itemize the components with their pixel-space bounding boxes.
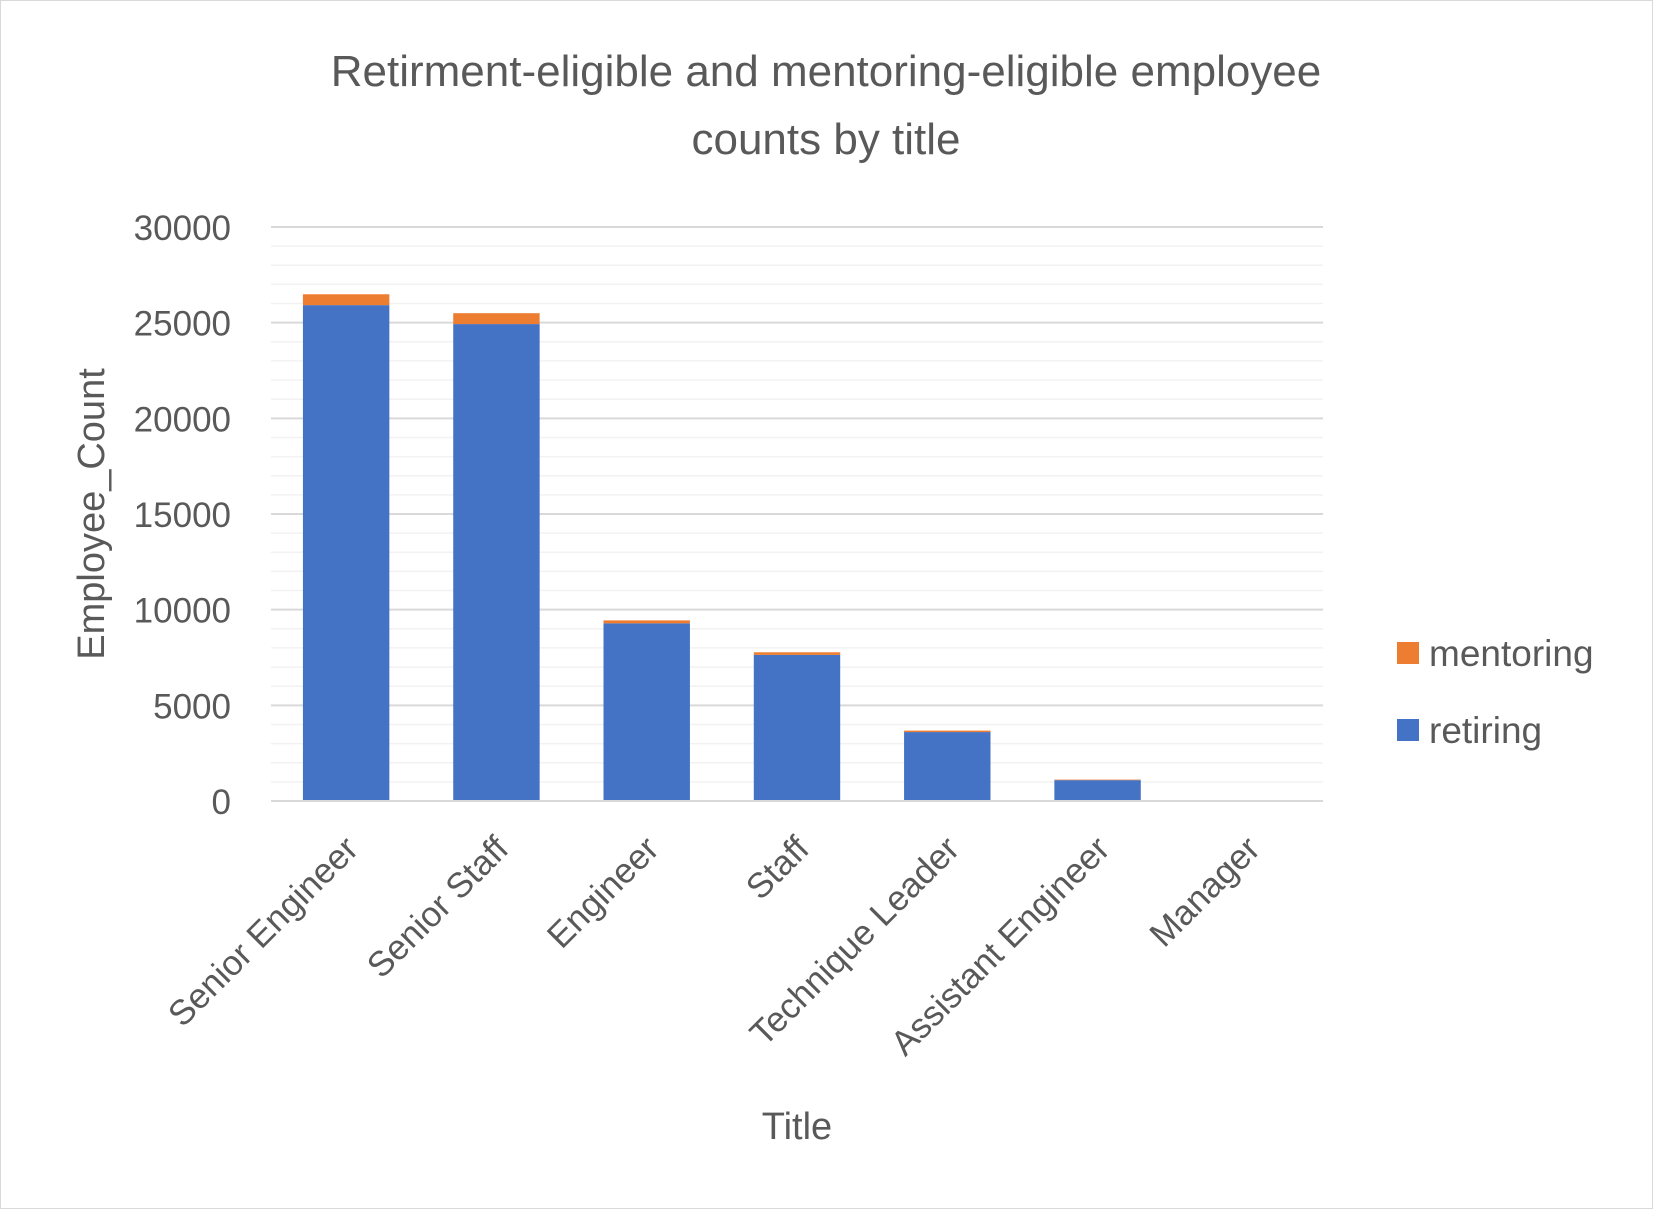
y-tick-label: 30000	[134, 209, 231, 248]
x-tick-label: Staff	[739, 829, 817, 907]
bar-retiring	[604, 623, 690, 801]
bar-mentoring	[453, 313, 539, 324]
y-tick-label: 15000	[134, 496, 231, 535]
y-axis-tick-labels: 0 5000 10000 15000 20000 25000 30000	[134, 209, 231, 822]
chart-title-line-2: counts by title	[691, 115, 960, 164]
bar-mentoring	[904, 731, 990, 732]
y-tick-label: 25000	[134, 305, 231, 344]
legend-label-mentoring: mentoring	[1429, 633, 1594, 674]
y-tick-label: 10000	[134, 592, 231, 631]
x-tick-label: Senior Engineer	[161, 829, 366, 1034]
y-tick-label: 0	[212, 783, 231, 822]
chart-title-line-1: Retirment-eligible and mentoring-eligibl…	[331, 47, 1322, 96]
legend-swatch-retiring	[1397, 719, 1419, 741]
y-axis-label: Employee_Count	[71, 368, 113, 660]
x-tick-label: Senior Staff	[360, 829, 517, 986]
major-gridlines	[271, 227, 1323, 705]
y-tick-label: 5000	[153, 687, 231, 726]
bar-retiring	[904, 732, 990, 801]
y-tick-label: 20000	[134, 400, 231, 439]
bar-retiring	[1054, 780, 1140, 801]
x-axis-label: Title	[762, 1106, 832, 1148]
legend-swatch-mentoring	[1397, 642, 1419, 664]
bar-mentoring	[754, 652, 840, 655]
x-tick-label: Manager	[1142, 829, 1267, 954]
x-tick-label: Engineer	[540, 829, 667, 956]
bar-retiring	[453, 324, 539, 801]
bar-mentoring	[1054, 780, 1140, 781]
bar-retiring	[303, 305, 389, 801]
bar-mentoring	[303, 294, 389, 305]
legend: mentoring retiring	[1397, 633, 1594, 751]
legend-label-retiring: retiring	[1429, 710, 1542, 751]
bar-mentoring	[604, 620, 690, 623]
bar-retiring	[754, 655, 840, 801]
